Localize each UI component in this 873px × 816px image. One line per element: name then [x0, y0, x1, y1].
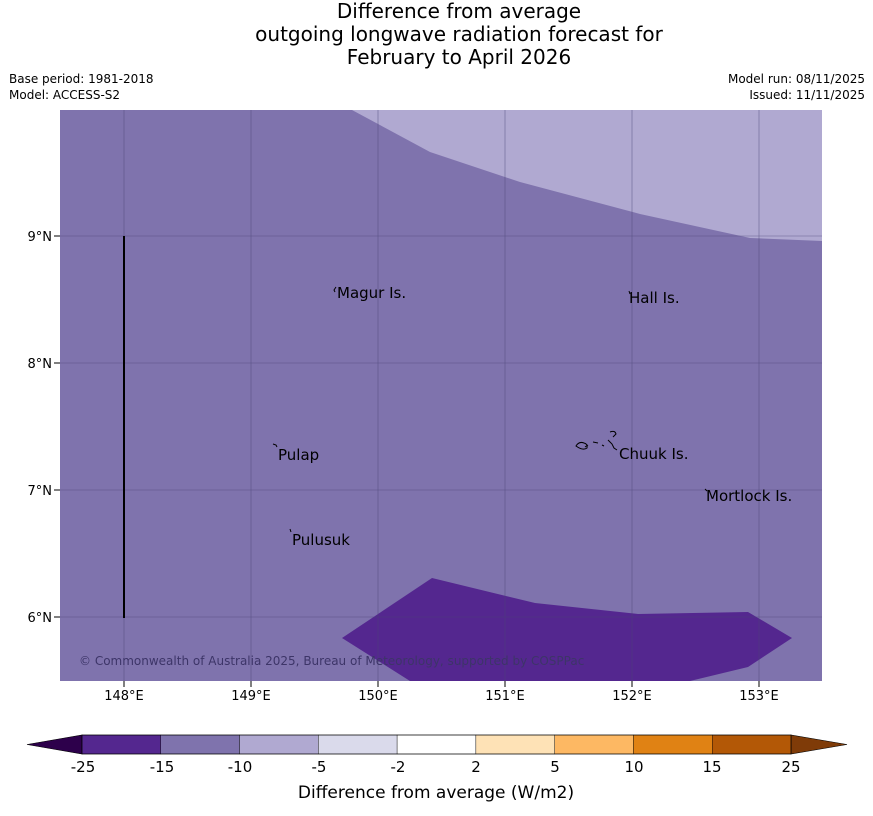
chart-title: Difference from average outgoing longwav…	[0, 0, 873, 69]
place-label-hall: Hall Is.	[629, 289, 680, 307]
colorbar-segment	[160, 734, 240, 755]
place-label-chuuk: Chuuk Is.	[619, 445, 688, 463]
colorbar-frame	[81, 734, 792, 755]
anomaly-band-minus10-minus5	[352, 110, 822, 241]
colorbar-tick-labels: -25 -15 -10 -5 -2 2 5 10 15 25	[71, 758, 801, 776]
island-magur	[333, 286, 337, 293]
colorbar-title: Difference from average (W/m2)	[298, 783, 574, 803]
place-label-pulusuk: Pulusuk	[292, 531, 350, 549]
island-outlines	[272, 286, 708, 533]
colorbar-tick-label: 10	[624, 758, 643, 776]
x-tick-151e: 151°E	[485, 689, 525, 704]
place-label-mortlock: Mortlock Is.	[706, 487, 792, 505]
anomaly-band-minus25-minus15	[342, 578, 792, 681]
island-pulusuk	[289, 528, 292, 533]
colorbar-tick-label: 2	[471, 758, 481, 776]
issued-text: Issued: 11/11/2025	[749, 88, 865, 102]
colorbar-tick-label: 15	[702, 758, 721, 776]
meta-left: Base period: 1981-2018 Model: ACCESS-S2	[9, 71, 154, 103]
colorbar-tick-label: -2	[391, 758, 406, 776]
colorbar-tick-label: 25	[781, 758, 800, 776]
x-axis-ticks: 148°E 149°E 150°E 151°E 152°E 153°E	[104, 681, 779, 704]
colorbar-segment	[554, 734, 634, 755]
colorbar-segment	[239, 734, 319, 755]
y-tick-9n: 9°N	[28, 230, 53, 245]
colorbar-tick-label: 5	[550, 758, 560, 776]
meta-right: Model run: 08/11/2025 Issued: 11/11/2025	[728, 71, 865, 103]
colorbar-segment	[318, 734, 398, 755]
place-label-magur: Magur Is.	[337, 284, 406, 302]
colorbar: -25 -15 -10 -5 -2 2 5 10 15 25 Differenc…	[26, 734, 848, 803]
colorbar-extend-low	[26, 734, 83, 755]
x-tick-153e: 153°E	[739, 689, 779, 704]
island-mortlock	[704, 488, 708, 492]
island-pulap	[272, 443, 278, 448]
copyright-text: © Commonwealth of Australia 2025, Bureau…	[79, 654, 584, 668]
x-tick-148e: 148°E	[104, 689, 144, 704]
y-tick-7n: 7°N	[28, 484, 53, 499]
model-run-text: Model run: 08/11/2025	[727, 72, 865, 86]
y-tick-6n: 6°N	[28, 611, 53, 626]
colorbar-tick-label: -15	[150, 758, 175, 776]
title-line-3: February to April 2026	[346, 45, 572, 69]
model-text: Model: ACCESS-S2	[9, 88, 121, 102]
map-area: Magur Is. Hall Is. Pulap Chuuk Is. Mortl…	[60, 110, 822, 681]
colorbar-segments	[81, 734, 792, 755]
x-tick-149e: 149°E	[231, 689, 271, 704]
y-tick-8n: 8°N	[28, 357, 53, 372]
colorbar-segment	[396, 734, 477, 755]
colorbar-segment	[81, 734, 161, 755]
y-axis-ticks: 9°N 8°N 7°N 6°N	[28, 230, 60, 626]
colorbar-extend-high	[790, 734, 848, 755]
x-tick-150e: 150°E	[358, 689, 398, 704]
place-labels: Magur Is. Hall Is. Pulap Chuuk Is. Mortl…	[278, 284, 792, 549]
place-label-pulap: Pulap	[278, 446, 319, 464]
title-line-2: outgoing longwave radiation forecast for	[255, 22, 663, 46]
title-line-1: Difference from average	[336, 0, 582, 23]
colorbar-tick-label: -10	[228, 758, 253, 776]
colorbar-tick-label: -5	[312, 758, 327, 776]
colorbar-segment	[712, 734, 792, 755]
island-hall	[628, 290, 631, 295]
base-period-text: Base period: 1981-2018	[9, 72, 154, 86]
x-tick-152e: 152°E	[612, 689, 652, 704]
colorbar-segment	[633, 734, 713, 755]
colorbar-tick-label: -25	[71, 758, 96, 776]
island-chuuk-group	[575, 430, 618, 451]
colorbar-segment	[475, 734, 555, 755]
